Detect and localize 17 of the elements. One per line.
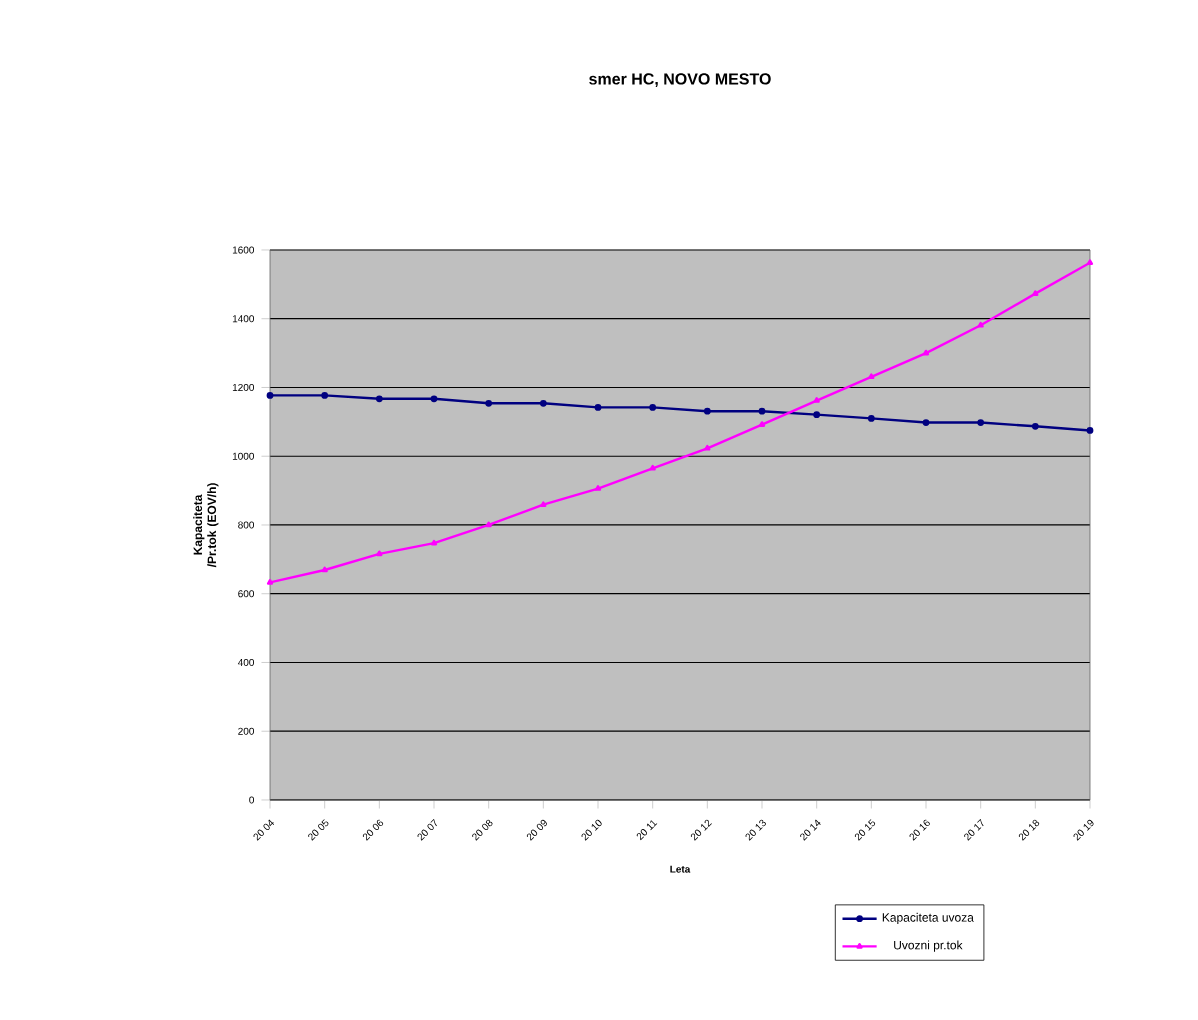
point [266,391,274,399]
point [703,407,711,415]
point [867,415,875,422]
point [430,395,438,403]
point [977,419,985,426]
point [375,395,383,403]
point [922,419,930,426]
point [758,407,766,415]
point [1031,422,1039,430]
point [485,399,493,407]
point [594,404,602,411]
point [321,391,329,399]
point [813,411,821,419]
point [539,399,547,407]
point [1086,427,1094,434]
point [649,404,657,411]
chart-title: smer HC, NOVO MESTO [589,73,771,87]
